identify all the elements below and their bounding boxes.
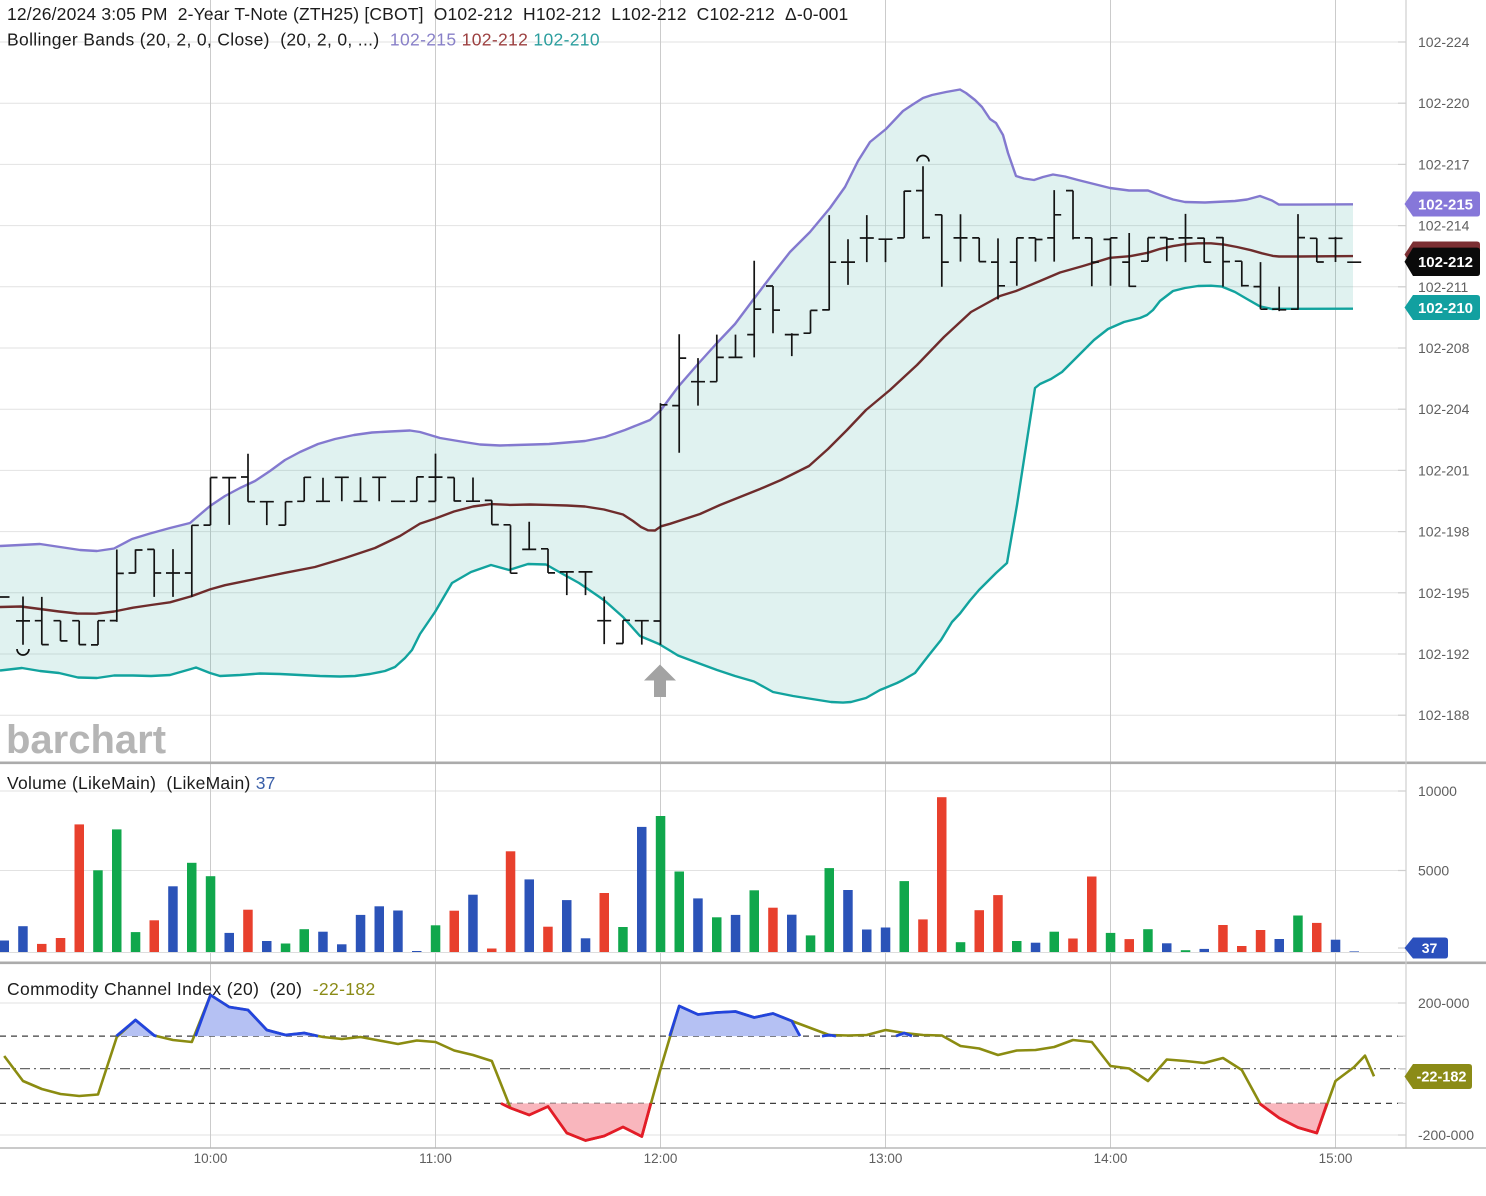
svg-text:11:00: 11:00 (419, 1151, 452, 1166)
svg-text:102-224: 102-224 (1418, 34, 1470, 50)
svg-text:14:00: 14:00 (1094, 1151, 1128, 1166)
svg-text:12/26/2024 3:05 PM 2-Year T-N: 12/26/2024 3:05 PM 2-Year T-Note (ZTH25)… (7, 4, 848, 24)
svg-text:102-220: 102-220 (1418, 95, 1470, 111)
svg-text:5000: 5000 (1418, 863, 1449, 879)
svg-text:barchart: barchart (6, 718, 166, 762)
svg-text:102-201: 102-201 (1418, 462, 1470, 478)
svg-text:102-215: 102-215 (1418, 196, 1473, 213)
svg-text:12:00: 12:00 (644, 1151, 678, 1166)
svg-text:-200-000: -200-000 (1418, 1127, 1474, 1143)
svg-text:37: 37 (1422, 940, 1438, 956)
svg-text:10000: 10000 (1418, 783, 1457, 799)
svg-text:102-192: 102-192 (1418, 646, 1470, 662)
svg-text:102-210: 102-210 (1418, 300, 1473, 317)
svg-text:102-204: 102-204 (1418, 401, 1470, 417)
svg-text:102-198: 102-198 (1418, 524, 1470, 540)
svg-text:10:00: 10:00 (194, 1151, 228, 1166)
svg-text:15:00: 15:00 (1319, 1151, 1353, 1166)
svg-text:102-217: 102-217 (1418, 156, 1470, 172)
svg-text:102-212: 102-212 (1418, 254, 1473, 271)
svg-text:Bollinger Bands (20, 2, 0, Clo: Bollinger Bands (20, 2, 0, Close) (20, 2… (7, 30, 600, 50)
svg-text:102-211: 102-211 (1418, 279, 1469, 295)
svg-text:200-000: 200-000 (1418, 995, 1470, 1011)
svg-text:Commodity Channel Index (20): Commodity Channel Index (20) (20) -22-18… (7, 979, 376, 999)
svg-text:-22-182: -22-182 (1417, 1070, 1467, 1086)
svg-text:102-208: 102-208 (1418, 340, 1470, 356)
svg-text:102-214: 102-214 (1418, 218, 1470, 234)
svg-text:13:00: 13:00 (869, 1151, 903, 1166)
svg-text:102-188: 102-188 (1418, 707, 1470, 723)
svg-text:Volume (LikeMain) (LikeMain): Volume (LikeMain) (LikeMain) 37 (7, 773, 276, 793)
svg-text:102-195: 102-195 (1418, 585, 1470, 601)
